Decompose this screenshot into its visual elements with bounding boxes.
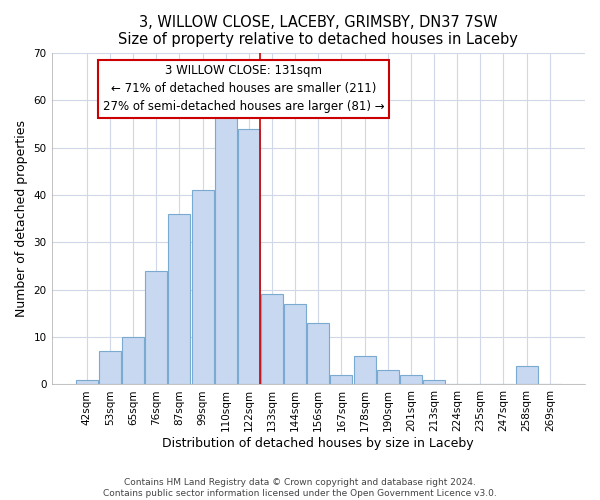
Bar — [307, 323, 329, 384]
X-axis label: Distribution of detached houses by size in Laceby: Distribution of detached houses by size … — [163, 437, 474, 450]
Bar — [284, 304, 306, 384]
Bar — [400, 375, 422, 384]
Bar — [215, 114, 236, 384]
Bar — [515, 366, 538, 384]
Bar — [99, 352, 121, 384]
Bar — [169, 214, 190, 384]
Y-axis label: Number of detached properties: Number of detached properties — [15, 120, 28, 317]
Bar — [76, 380, 98, 384]
Bar — [238, 128, 260, 384]
Title: 3, WILLOW CLOSE, LACEBY, GRIMSBY, DN37 7SW
Size of property relative to detached: 3, WILLOW CLOSE, LACEBY, GRIMSBY, DN37 7… — [118, 15, 518, 48]
Bar — [331, 375, 352, 384]
Text: 3 WILLOW CLOSE: 131sqm
← 71% of detached houses are smaller (211)
27% of semi-de: 3 WILLOW CLOSE: 131sqm ← 71% of detached… — [103, 64, 385, 114]
Bar — [423, 380, 445, 384]
Bar — [145, 270, 167, 384]
Bar — [377, 370, 399, 384]
Text: Contains HM Land Registry data © Crown copyright and database right 2024.
Contai: Contains HM Land Registry data © Crown c… — [103, 478, 497, 498]
Bar — [353, 356, 376, 384]
Bar — [261, 294, 283, 384]
Bar — [122, 337, 144, 384]
Bar — [191, 190, 214, 384]
